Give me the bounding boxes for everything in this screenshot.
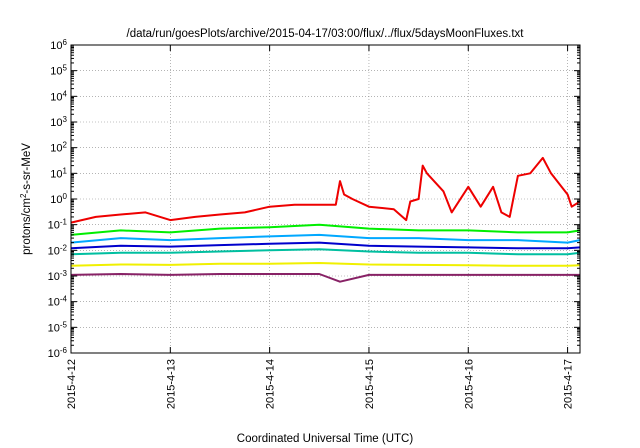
- x-tick-label: 2015-4-12: [66, 359, 78, 409]
- y-tick-label: 10-1: [48, 217, 68, 232]
- y-axis-label-tail: -s-sr-MeV: [21, 143, 33, 194]
- series-line-3: [70, 233, 581, 244]
- x-tick-label: 2015-4-17: [563, 359, 575, 409]
- y-tick-label: 10-5: [48, 320, 68, 335]
- axis-ticks: 106 105 104 103 102 101 100 10-1 10-2 10-3 10-4 10-…: [48, 38, 580, 409]
- y-tick-label: 10-6: [48, 346, 68, 361]
- y-tick-label: 10-4: [48, 294, 68, 309]
- y-axis-label-superscript: 2: [19, 193, 28, 198]
- y-tick-label: 105: [50, 63, 67, 78]
- y-tick-label: 106: [50, 38, 67, 53]
- y-tick-label: 102: [50, 140, 67, 155]
- x-axis-label: Coordinated Universal Time (UTC): [237, 433, 414, 445]
- series-line-1: [70, 156, 581, 224]
- y-tick-label: 100: [50, 192, 67, 207]
- series-line-5: [70, 248, 581, 256]
- y-axis-label: protons/cm2-s-sr-MeV: [19, 143, 34, 255]
- x-tick-label: 2015-4-14: [265, 359, 277, 409]
- y-tick-label: 10-2: [48, 243, 68, 257]
- series-group: [70, 156, 581, 283]
- y-tick-label: 10-3: [48, 269, 68, 284]
- series-line-6: [70, 262, 581, 267]
- y-axis-label-main: protons/cm: [21, 198, 33, 255]
- series-line-7: [70, 273, 580, 283]
- series-line-2: [70, 223, 581, 236]
- x-tick-label: 2015-4-13: [165, 359, 177, 409]
- y-tick-label: 101: [50, 166, 67, 181]
- grid: [71, 45, 580, 353]
- series-line-4: [70, 241, 581, 250]
- y-tick-label: 104: [50, 89, 67, 104]
- x-tick-label: 2015-4-15: [364, 359, 376, 409]
- chart-title: /data/run/goesPlots/archive/2015-04-17/0…: [127, 28, 525, 40]
- y-tick-label: 103: [50, 115, 67, 130]
- x-tick-label: 2015-4-16: [463, 359, 475, 409]
